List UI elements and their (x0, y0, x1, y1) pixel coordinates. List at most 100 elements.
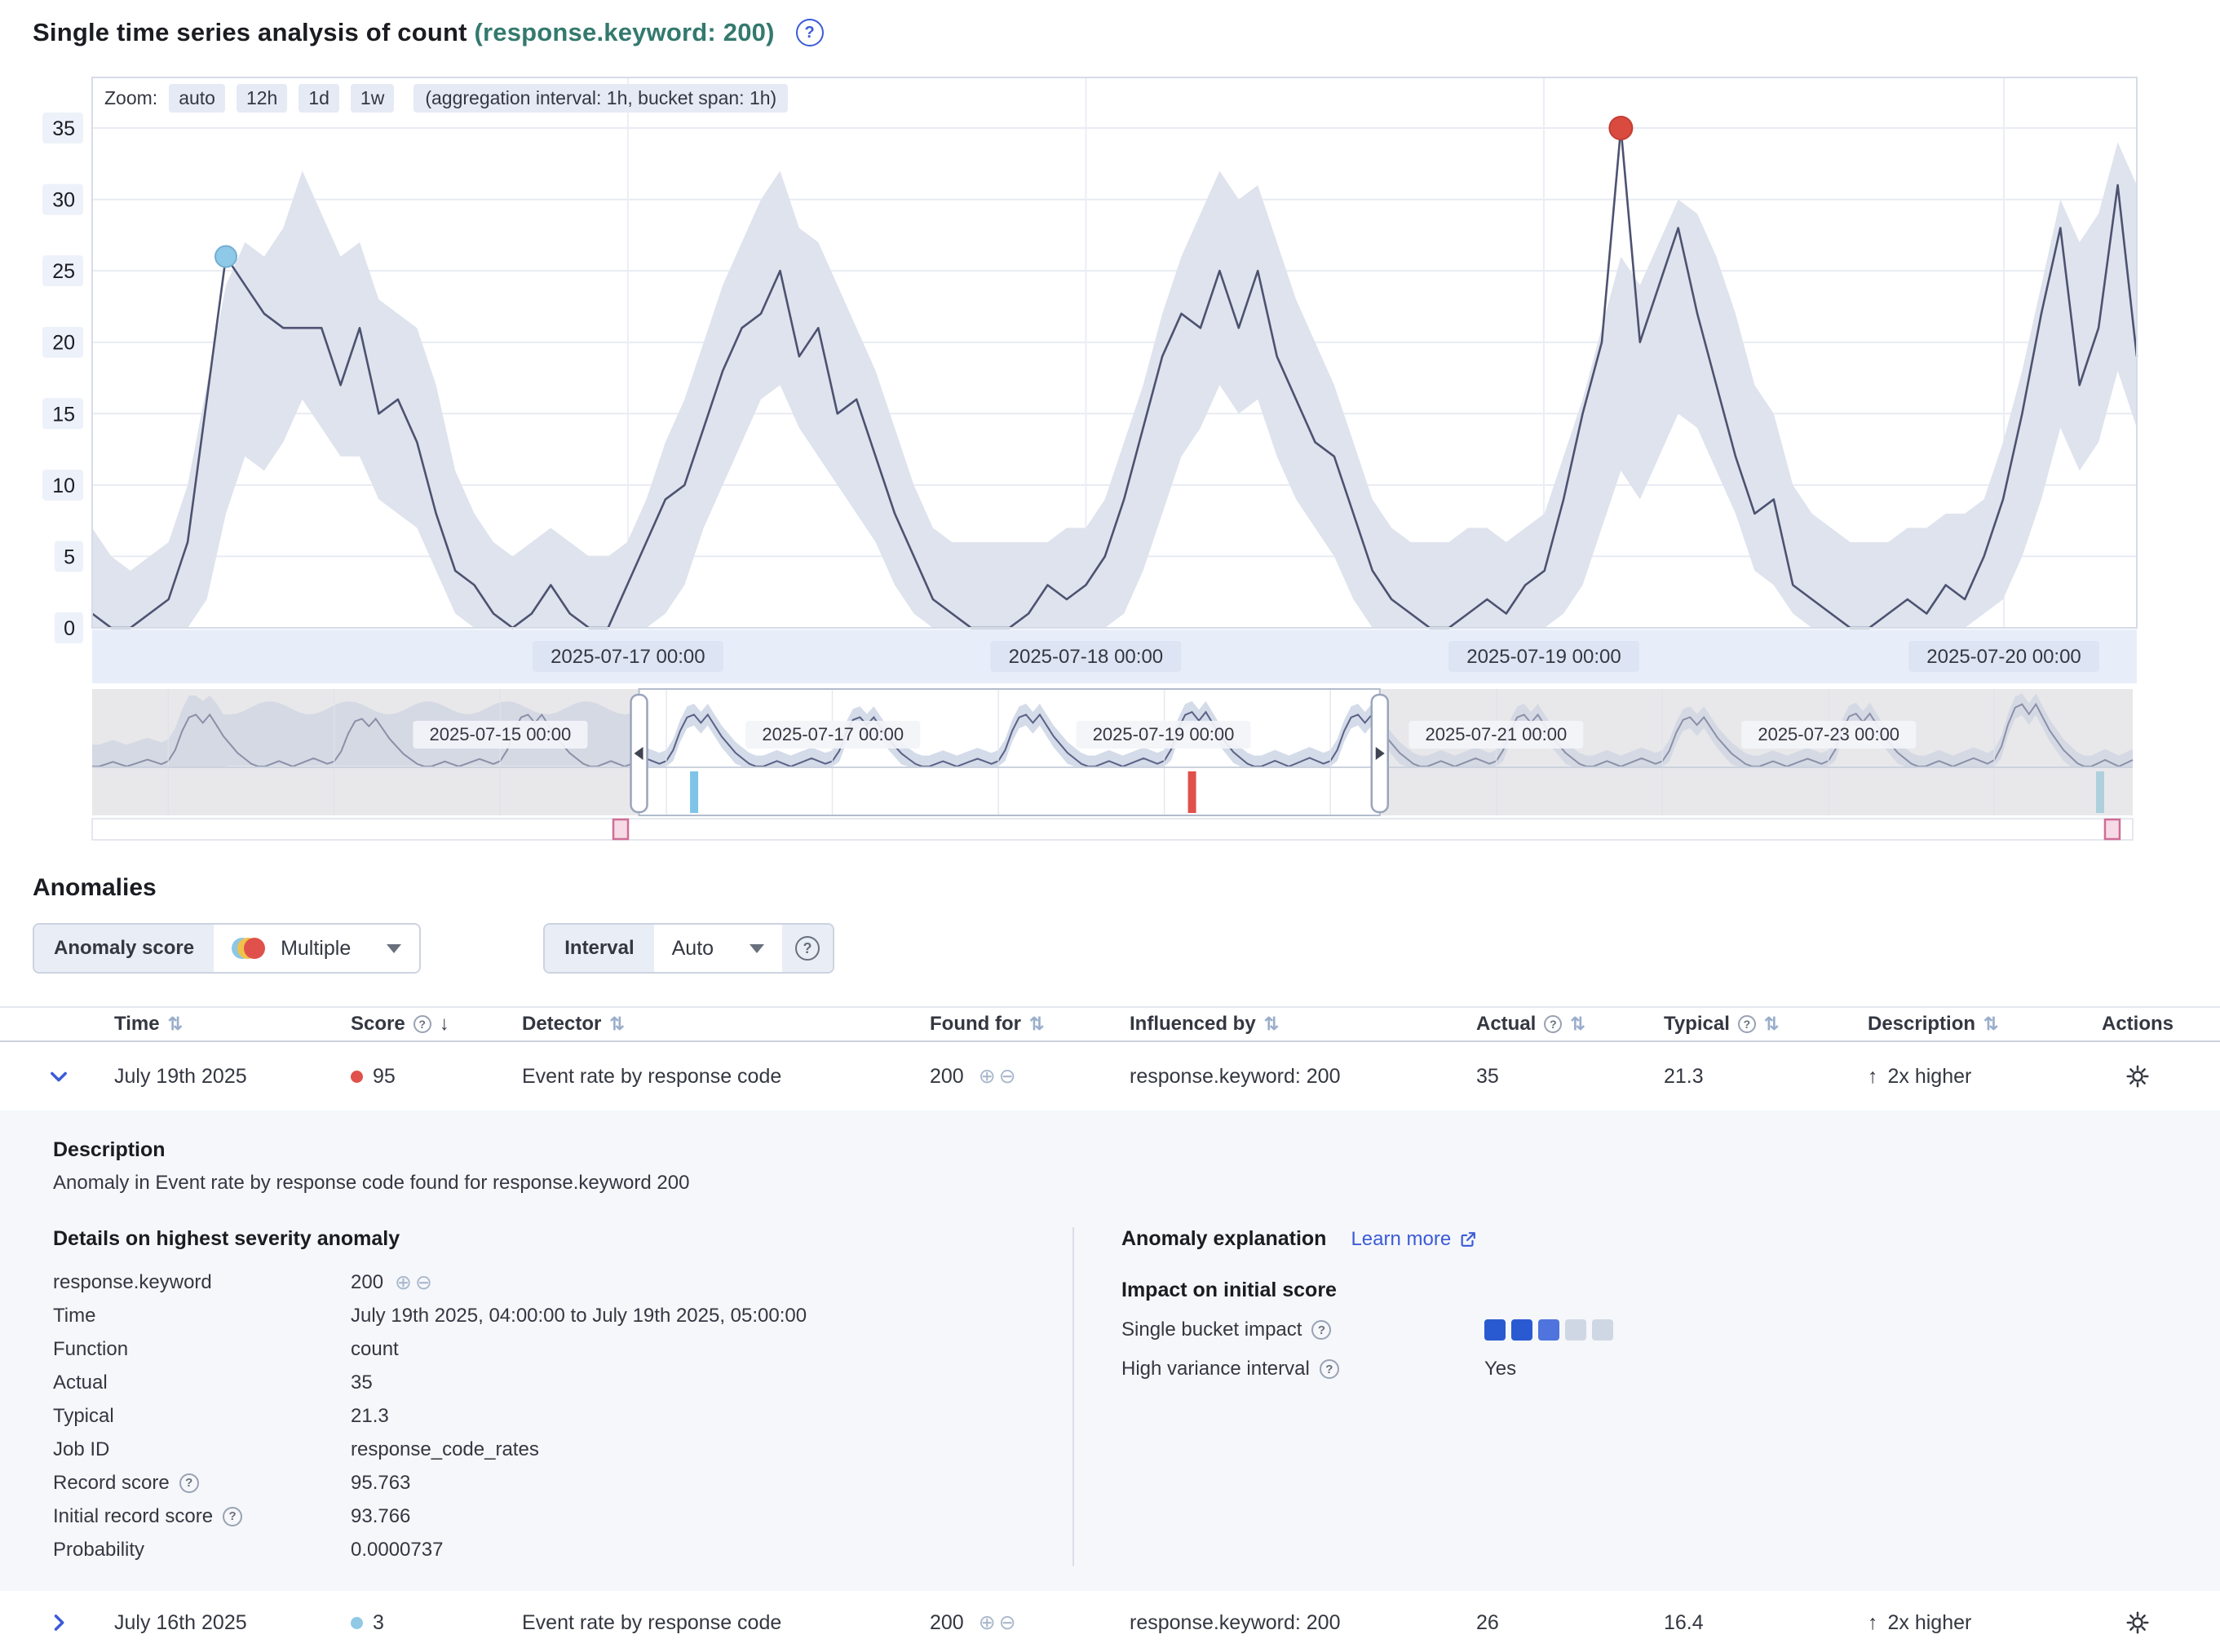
anomaly-filters: Anomaly score Multiple Interval Auto ? (33, 923, 2220, 974)
y-tick-pill (42, 398, 83, 430)
interval-select[interactable]: Interval Auto ? (543, 923, 835, 974)
cell-influenced-by: response.keyword: 200 (1130, 1610, 1341, 1634)
x-tick-label: 2025-07-20 00:00 (1926, 646, 2081, 668)
help-icon[interactable]: ? (795, 19, 824, 46)
annotation-marker[interactable] (2103, 818, 2121, 841)
y-tick-pill (42, 255, 83, 287)
context-anomaly-tick[interactable] (690, 771, 699, 813)
context-anomaly-tick[interactable] (2095, 771, 2104, 813)
cell-typical: 21.3 (1664, 1064, 1704, 1088)
column-help-icon[interactable]: ? (1544, 1015, 1563, 1033)
detail-row: Job ID response_code_rates (53, 1438, 539, 1460)
zoom-option-1d[interactable]: 1d (299, 84, 339, 113)
expand-row-button[interactable] (42, 1606, 75, 1639)
plus-in-circle-icon[interactable]: ⊕ (395, 1270, 415, 1294)
sort-icon: ⇅ (1983, 1014, 1999, 1034)
page-header: Single time series analysis of count (re… (33, 18, 824, 47)
anomaly-score-label: Anomaly score (34, 925, 214, 972)
zoom-option-1w[interactable]: 1w (350, 84, 395, 113)
anomaly-marker-critical[interactable] (1608, 116, 1634, 140)
field-help-icon[interactable]: ? (1319, 1359, 1339, 1379)
minus-in-circle-icon[interactable]: ⊖ (998, 1611, 1019, 1634)
plus-in-circle-icon[interactable]: ⊕ (978, 1065, 999, 1088)
plus-in-circle-icon[interactable]: ⊕ (978, 1611, 999, 1634)
model-bounds-band (92, 142, 2137, 628)
gear-icon (2126, 1611, 2149, 1634)
zoom-option-12h[interactable]: 12h (236, 84, 288, 113)
x-tick-pill (990, 641, 1182, 672)
aggregation-info: (aggregation interval: 1h, bucket span: … (413, 84, 789, 113)
anomaly-details-panel: Description Anomaly in Event rate by res… (0, 1111, 2220, 1591)
table-row: July 16th 2025 3 Event rate by response … (0, 1591, 2220, 1652)
col-found-for[interactable]: Found for ⇅ (930, 1013, 1045, 1035)
impact-heading: Impact on initial score (1121, 1279, 1337, 1301)
minus-in-circle-icon[interactable]: ⊖ (998, 1065, 1019, 1088)
row-actions-button[interactable] (2121, 1060, 2154, 1093)
y-tick-pill (42, 113, 83, 144)
sort-icon: ⇅ (1570, 1014, 1585, 1034)
high-variance-value: Yes (1484, 1358, 1517, 1380)
context-mask (92, 689, 639, 815)
y-tick-pill (42, 183, 83, 215)
anomaly-marker-warning[interactable] (214, 245, 237, 268)
col-influenced-by[interactable]: Influenced by ⇅ (1130, 1013, 1280, 1035)
context-selected-range[interactable] (639, 689, 1380, 815)
arrow-up-icon: ↑ (1868, 1610, 1878, 1634)
detail-row: Record score? 95.763 (53, 1471, 411, 1494)
y-tick-label: 35 (52, 117, 75, 140)
sort-icon: ⇅ (1028, 1014, 1045, 1034)
col-detector[interactable]: Detector ⇅ (522, 1013, 625, 1035)
row-actions-button[interactable] (2121, 1606, 2154, 1639)
cell-found-for: 200 ⊕⊖ (930, 1064, 1019, 1089)
actual-value-line (91, 126, 2138, 629)
cell-score: 3 (326, 1611, 498, 1635)
anomalies-table: Time ⇅ Score? ↓ Detector ⇅ Found for ⇅ Influ… (0, 1006, 2220, 1652)
sort-icon: ⇅ (1763, 1014, 1780, 1034)
col-actual[interactable]: Actual? ⇅ (1476, 1013, 1585, 1035)
detail-row: Actual 35 (53, 1371, 373, 1394)
anomalies-section: Anomalies Anomaly score Multiple Interva… (0, 866, 2220, 1652)
anomaly-score-select[interactable]: Anomaly score Multiple (33, 923, 422, 974)
zoom-option-auto[interactable]: auto (169, 84, 225, 113)
col-actions: Actions (2101, 1013, 2174, 1035)
x-tick-label: 2025-07-19 00:00 (1466, 646, 1621, 668)
interval-help-icon[interactable]: ? (795, 936, 820, 961)
cell-actual: 35 (1476, 1064, 1499, 1088)
y-tick-pill (42, 326, 83, 358)
detail-row: Initial record score? 93.766 (53, 1504, 411, 1527)
context-anomaly-tick[interactable] (1187, 771, 1196, 813)
sort-icon: ⇅ (609, 1014, 625, 1034)
col-time[interactable]: Time ⇅ (114, 1013, 184, 1035)
x-tick-pill (1908, 641, 2100, 672)
col-description[interactable]: Description ⇅ (1868, 1013, 1999, 1035)
field-help-icon[interactable]: ? (1311, 1320, 1332, 1340)
field-help-icon[interactable]: ? (179, 1473, 199, 1493)
anomalies-heading: Anomalies (33, 874, 157, 901)
minus-in-circle-icon[interactable]: ⊖ (415, 1270, 436, 1294)
col-score[interactable]: Score? ↓ (351, 1013, 449, 1035)
annotation-marker[interactable] (612, 818, 630, 841)
col-typical[interactable]: Typical? ⇅ (1664, 1013, 1780, 1035)
table-row: July 19th 2025 95 Event rate by response… (0, 1042, 2220, 1111)
collapse-row-button[interactable] (42, 1060, 75, 1093)
y-tick-label: 15 (52, 403, 75, 426)
high-variance-row: High variance interval? Yes (1121, 1358, 1517, 1380)
column-help-icon[interactable]: ? (1737, 1015, 1756, 1033)
context-mask (1379, 689, 2133, 815)
zoom-controls: Zoom: auto 12h 1d 1w (aggregation interv… (104, 84, 789, 113)
anomaly-explanation-column: Anomaly explanation Learn more Impact on… (1072, 1227, 2187, 1566)
arrow-up-icon: ↑ (1868, 1064, 1878, 1088)
impact-square-filled (1484, 1319, 1506, 1341)
context-tick-pill (745, 721, 921, 749)
gear-icon (2126, 1065, 2149, 1088)
impact-square-filled (1538, 1319, 1559, 1341)
column-help-icon[interactable]: ? (413, 1015, 431, 1033)
single-bucket-impact-row: Single bucket impact? (1121, 1319, 2187, 1341)
context-model-band (92, 693, 2133, 766)
field-help-icon[interactable]: ? (223, 1506, 243, 1526)
learn-more-link[interactable]: Learn more (1351, 1228, 1477, 1251)
cell-found-for: 200 ⊕⊖ (930, 1610, 1019, 1635)
sort-desc-icon: ↓ (439, 1013, 449, 1035)
context-tick-pill (1741, 721, 1917, 749)
